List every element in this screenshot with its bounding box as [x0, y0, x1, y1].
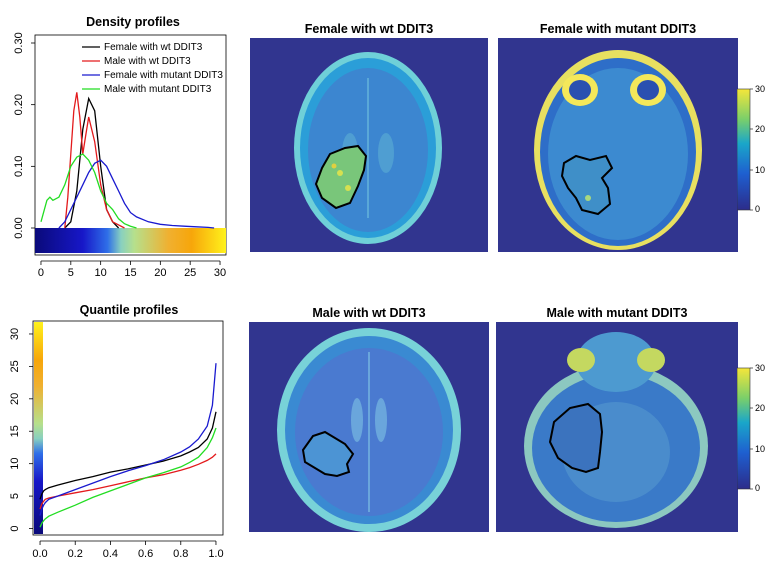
density-x-tick-label: 5	[68, 267, 74, 279]
colorbar-bottom: 30 20 10 0	[737, 363, 765, 493]
quantile-x-tick-label: 0.6	[138, 548, 153, 560]
density-legend-label-0: Female with wt DDIT3	[104, 42, 203, 53]
colorbar-top-tick-30: 30	[755, 84, 765, 94]
quantile-y-tick-label: 15	[9, 425, 21, 437]
quantile-x-tick-label: 0.0	[32, 548, 47, 560]
mri-male-wt	[249, 322, 489, 532]
colorbar-bottom-tick-10: 10	[755, 444, 765, 454]
mri-female-mutant	[498, 38, 738, 252]
density-x-tick-label: 0	[38, 267, 44, 279]
density-y-tick-label: 0.00	[13, 217, 25, 238]
density-colorbar	[35, 228, 226, 253]
density-series-line-2	[58, 159, 215, 229]
density-x-tick-label: 20	[154, 267, 166, 279]
density-series-line-3	[40, 153, 137, 229]
mri-male-mutant	[496, 322, 738, 532]
density-y-tick-label: 0.20	[13, 94, 25, 115]
density-chart: 0 5 10 15 20 25 30 0.00 0.10 0.20 0.30 Female with…	[13, 32, 227, 279]
density-chart-title: Density profiles	[86, 15, 180, 29]
tumor-outline-female-wt	[314, 144, 368, 210]
density-legend-label-2: Female with mutant DDIT3	[104, 70, 223, 81]
density-x-tick-label: 30	[214, 267, 226, 279]
quantile-chart-title: Quantile profiles	[79, 303, 179, 317]
image-title-female-mutant: Female with mutant DDIT3	[539, 22, 697, 36]
quantile-x-tick-label: 0.2	[68, 548, 83, 560]
image-title-female-wt: Female with wt DDIT3	[304, 22, 434, 36]
tumor-outline-male-wt	[301, 430, 355, 478]
density-series-line-1	[64, 92, 125, 229]
colorbar-top-tick-10: 10	[755, 165, 765, 175]
tumor-outline-female-mutant	[560, 154, 614, 216]
colorbar-top-gradient	[737, 88, 751, 211]
quantile-series-line-3	[39, 427, 217, 528]
colorbar-bottom-tick-20: 20	[755, 403, 765, 413]
tumor-outline-male-mutant	[548, 402, 604, 474]
density-x-tick-label: 10	[95, 267, 107, 279]
quantile-x-tick-label: 0.8	[173, 548, 188, 560]
quantile-series-line-2	[39, 363, 217, 516]
density-y-tick-label: 0.30	[13, 32, 25, 53]
quantile-x-tick-label: 1.0	[208, 548, 223, 560]
colorbar-bottom-tick-30: 30	[755, 363, 765, 373]
density-y-tick-label: 0.10	[13, 156, 25, 177]
quantile-x-tick-label: 0.4	[103, 548, 118, 560]
quantile-series-line-0	[39, 411, 217, 500]
density-legend-label-1: Male with wt DDIT3	[104, 56, 191, 67]
quantile-y-tick-label: 10	[9, 458, 21, 470]
colorbar-top-tick-20: 20	[755, 124, 765, 134]
quantile-y-tick-label: 5	[9, 493, 21, 499]
colorbar-bottom-gradient	[737, 367, 751, 490]
colorbar-top: 30 20 10 0	[737, 84, 765, 212]
image-title-male-mutant: Male with mutant DDIT3	[546, 306, 688, 320]
density-x-tick-label: 25	[184, 267, 196, 279]
quantile-chart: 0.0 0.2 0.4 0.6 0.8 1.0 0 5 10 15 20 25 30	[9, 320, 224, 560]
quantile-plot-frame	[32, 320, 224, 536]
colorbar-bottom-tick-0: 0	[755, 483, 760, 493]
mri-female-wt	[250, 38, 488, 252]
density-plot-frame	[34, 34, 227, 256]
quantile-y-tick-label: 20	[9, 393, 21, 405]
quantile-y-tick-label: 25	[9, 360, 21, 372]
quantile-colorbar	[34, 322, 43, 534]
quantile-series-line-1	[39, 453, 217, 510]
density-legend-label-3: Male with mutant DDIT3	[104, 84, 212, 95]
colorbar-top-tick-0: 0	[755, 204, 760, 212]
density-x-tick-label: 15	[124, 267, 136, 279]
quantile-y-tick-label: 0	[9, 525, 21, 531]
image-title-male-wt: Male with wt DDIT3	[312, 306, 426, 320]
quantile-y-tick-label: 30	[9, 328, 21, 340]
